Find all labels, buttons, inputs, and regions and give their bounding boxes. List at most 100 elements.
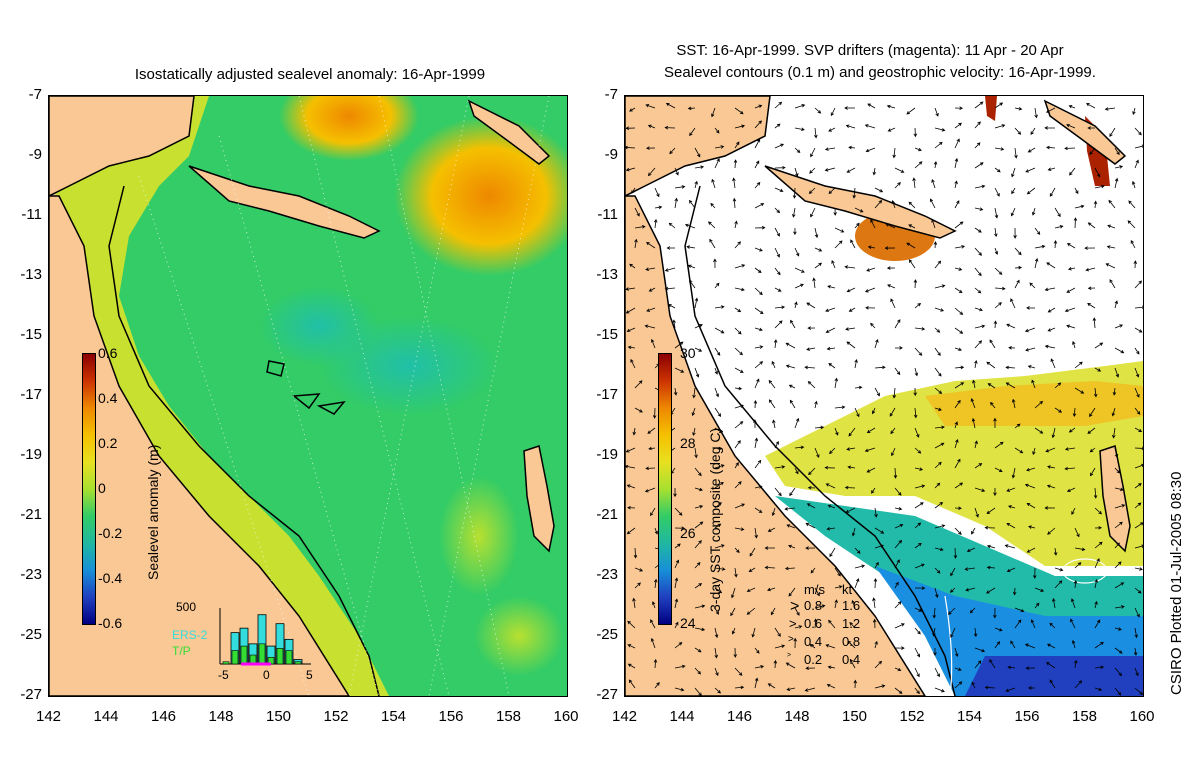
velocity-arrow [934,587,939,598]
velocity-arrow [849,658,856,669]
velocity-arrow [1034,244,1046,249]
velocity-arrow [827,665,836,670]
velocity-arrow [710,202,716,209]
velocity-arrow [934,107,939,117]
velocity-arrow [1073,579,1078,589]
velocity-arrow [1011,187,1016,195]
velocity-arrow [1027,147,1036,153]
velocity-arrow [914,586,926,590]
velocity-arrow [974,162,984,169]
velocity-arrow [1114,447,1119,458]
velocity-arrow [994,627,1003,632]
velocity-arrow [914,147,922,152]
colorbar-tick-label: 26 [680,525,696,541]
velocity-arrow [626,527,636,535]
velocity-arrow [847,465,856,470]
velocity-legend-arrow-icon: > [790,598,800,615]
velocity-arrow [1106,245,1116,249]
velocity-arrow [1010,298,1016,309]
velocity-arrow [734,547,740,554]
lon-tick-label: 150 [266,708,292,725]
velocity-arrow [807,380,816,389]
velocity-arrow [807,485,816,490]
velocity-arrow [714,587,723,594]
velocity-arrow [1093,200,1098,209]
velocity-arrow [970,398,976,409]
velocity-arrow [826,346,836,351]
velocity-arrow [666,246,676,250]
velocity-arrow [974,440,978,449]
velocity-arrow [872,597,876,609]
velocity-arrow [714,481,724,489]
velocity-arrow [754,138,761,149]
velocity-arrow [914,302,922,309]
velocity-arrow [794,445,805,450]
velocity-arrow [1107,224,1116,229]
velocity-arrow [931,218,936,229]
velocity-arrow [674,687,685,692]
velocity-arrow [1089,147,1096,156]
velocity-arrow [1006,323,1016,329]
velocity-arrow [933,241,938,249]
velocity-arrow [1074,547,1086,552]
velocity-arrow [1074,361,1083,369]
velocity-arrow [1134,544,1143,549]
velocity-arrow [954,122,962,129]
velocity-arrow [894,346,903,350]
velocity-arrow [932,627,936,637]
velocity-arrow [1134,587,1142,594]
velocity-arrow [1114,667,1123,677]
velocity-arrow [871,487,876,494]
velocity-arrow [1114,367,1120,378]
velocity-arrow [694,487,703,492]
velocity-arrow [748,567,756,572]
velocity-arrow [874,199,883,209]
velocity-arrow [774,101,783,109]
velocity-arrow [986,587,996,594]
velocity-arrow [854,547,861,554]
velocity-arrow [1034,227,1041,235]
velocity-arrow [646,307,656,312]
velocity-arrow [1134,667,1139,677]
velocity-arrow [954,527,962,535]
lat-tick-label: -21 [20,506,42,523]
velocity-arrow [993,487,997,497]
lon-tick-label: 148 [784,708,810,725]
lat-tick-label: -23 [596,566,618,583]
velocity-arrow [651,601,656,609]
velocity-arrow [810,207,816,218]
velocity-arrow [650,637,656,649]
velocity-arrow [1046,465,1056,469]
velocity-arrow [1093,487,1098,499]
velocity-arrow [1010,640,1016,649]
velocity-arrow [934,524,946,529]
velocity-arrow [674,621,679,629]
velocity-legend-kt: 1.2 [842,616,861,631]
velocity-arrow [754,267,762,274]
velocity-arrow [1033,567,1037,579]
velocity-arrow [674,559,680,569]
velocity-arrow [894,319,901,329]
velocity-arrow [654,527,659,535]
velocity-arrow [851,599,856,609]
velocity-arrow [984,525,996,530]
velocity-arrow [931,178,936,189]
velocity-arrow [872,167,877,176]
velocity-arrow [994,187,1000,197]
velocity-arrow [828,187,836,195]
velocity-arrow [1068,427,1076,433]
velocity-arrow [625,287,636,291]
velocity-arrow [1054,225,1064,229]
velocity-arrow [914,563,925,569]
velocity-arrow [993,417,997,429]
credit-label: CSIRO Plotted 01-Jul-2005 08:30 [1168,471,1185,695]
velocity-arrow [984,685,996,690]
sst-colorbar-label: 3-day SST composite (deg C) [707,427,723,612]
lon-tick-label: 156 [1014,708,1040,725]
velocity-arrow [934,127,946,132]
velocity-arrow [784,507,796,511]
velocity-arrow [789,399,796,409]
velocity-arrow [989,339,996,349]
velocity-arrow [1049,187,1056,197]
velocity-arrow [1032,447,1036,456]
